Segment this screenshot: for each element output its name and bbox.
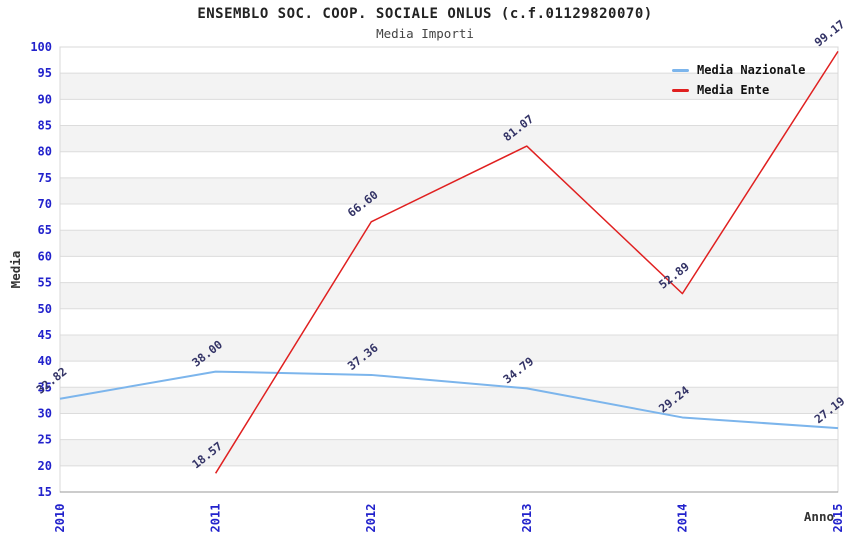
y-tick-label: 75 xyxy=(38,171,52,185)
y-tick-label: 55 xyxy=(38,276,52,290)
chart-subtitle: Media Importi xyxy=(376,26,474,41)
series-line-media-nazionale xyxy=(59,370,839,430)
legend-item-media-ente: Media Ente xyxy=(672,80,805,100)
y-tick-label: 25 xyxy=(38,433,52,447)
plot-band xyxy=(60,439,838,466)
y-tick-label: 100 xyxy=(30,40,52,54)
plot-border xyxy=(59,46,839,493)
plot-band xyxy=(60,334,838,362)
plot-band xyxy=(60,177,838,205)
plot-band xyxy=(60,73,838,100)
series-line-media-ente xyxy=(214,50,839,474)
legend-label-media-ente: Media Ente xyxy=(697,83,770,97)
plot-band xyxy=(60,125,838,152)
y-tick-label: 70 xyxy=(38,197,52,211)
y-tick-label: 80 xyxy=(38,145,52,159)
x-tick-label: 2010 xyxy=(53,504,67,533)
plot-band xyxy=(60,387,838,414)
legend-label-media-nazionale: Media Nazionale xyxy=(697,63,806,77)
y-tick-label: 30 xyxy=(38,406,52,420)
y-tick-label: 45 xyxy=(38,328,52,342)
legend-item-media-nazionale: Media Nazionale xyxy=(672,60,805,80)
y-tick-label: 40 xyxy=(38,354,52,368)
x-tick-label: 2011 xyxy=(209,504,223,533)
y-tick-label: 65 xyxy=(38,223,52,237)
x-tick-label: 2012 xyxy=(364,504,378,533)
y-tick-label: 50 xyxy=(38,302,52,316)
y-tick-label: 60 xyxy=(38,249,52,263)
x-tick-label: 2015 xyxy=(831,504,845,533)
chart-title: ENSEMBLO SOC. COOP. SOCIALE ONLUS (c.f.0… xyxy=(197,6,653,22)
y-tick-label: 85 xyxy=(38,119,52,133)
y-tick-label: 35 xyxy=(38,380,52,394)
y-tick-label: 90 xyxy=(38,92,52,106)
x-axis-title: Anno xyxy=(804,509,834,524)
y-tick-label: 20 xyxy=(38,459,52,473)
x-tick-label: 2014 xyxy=(675,504,689,533)
y-tick-label: 95 xyxy=(38,66,52,80)
x-tick-label: 2013 xyxy=(520,504,534,533)
y-axis-title: Media xyxy=(8,251,23,289)
chart-legend: Media Nazionale Media Ente xyxy=(672,60,805,100)
legend-swatch-media-ente xyxy=(672,88,689,92)
plot-band xyxy=(60,282,838,309)
y-tick-label: 15 xyxy=(38,485,52,499)
legend-swatch-media-nazionale xyxy=(672,68,689,72)
point-label-media-ente: 99.17 xyxy=(812,17,848,49)
